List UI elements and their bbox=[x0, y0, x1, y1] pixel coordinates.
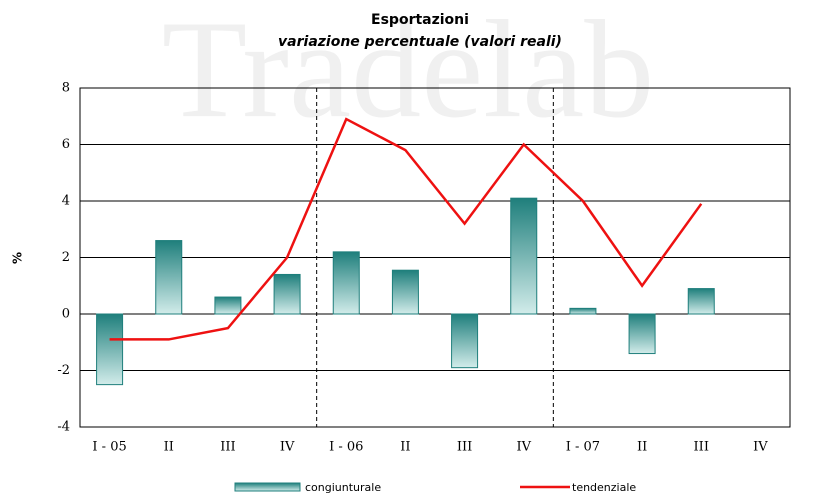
watermark: Tradelab bbox=[162, 0, 655, 147]
bar bbox=[510, 197, 538, 315]
bar bbox=[391, 269, 419, 315]
x-tick-label: III bbox=[457, 440, 472, 455]
line bbox=[109, 117, 703, 341]
bar bbox=[332, 251, 360, 315]
chart-subtitle: variazione percentuale (valori reali) bbox=[278, 34, 562, 50]
y-tick-label: -2 bbox=[57, 363, 70, 378]
x-tick-label: IV bbox=[753, 440, 768, 455]
x-tick-label: III bbox=[220, 440, 235, 455]
bar bbox=[451, 313, 479, 369]
bar bbox=[628, 313, 656, 355]
x-tick-label: IV bbox=[280, 440, 295, 455]
x-tick-label: III bbox=[694, 440, 709, 455]
x-tick-label: I - 06 bbox=[329, 440, 363, 455]
bar bbox=[96, 313, 124, 386]
legend-label: congiunturale bbox=[305, 481, 381, 494]
x-tick-label: II bbox=[400, 440, 410, 455]
x-tick-label: I - 05 bbox=[92, 440, 126, 455]
y-axis-label: % bbox=[11, 252, 25, 264]
x-tick-label: II bbox=[637, 440, 647, 455]
x-tick-label: II bbox=[164, 440, 174, 455]
x-tick-label: I - 07 bbox=[566, 440, 600, 455]
bar bbox=[273, 273, 301, 315]
chart-title: Esportazioni bbox=[371, 12, 469, 28]
bar bbox=[214, 296, 242, 315]
x-tick-label: IV bbox=[516, 440, 531, 455]
legend-swatch bbox=[234, 482, 301, 492]
bar bbox=[687, 288, 715, 315]
y-tick-label: 8 bbox=[62, 81, 70, 96]
y-tick-label: 0 bbox=[62, 307, 70, 322]
plot-frame bbox=[79, 87, 791, 428]
y-tick-label: -4 bbox=[57, 420, 70, 435]
y-tick-label: 4 bbox=[62, 194, 70, 209]
y-tick-label: 6 bbox=[62, 137, 70, 152]
legend-label: tendenziale bbox=[572, 481, 636, 494]
bar bbox=[569, 307, 597, 315]
bar bbox=[155, 240, 183, 315]
y-tick-label: 2 bbox=[62, 250, 70, 265]
